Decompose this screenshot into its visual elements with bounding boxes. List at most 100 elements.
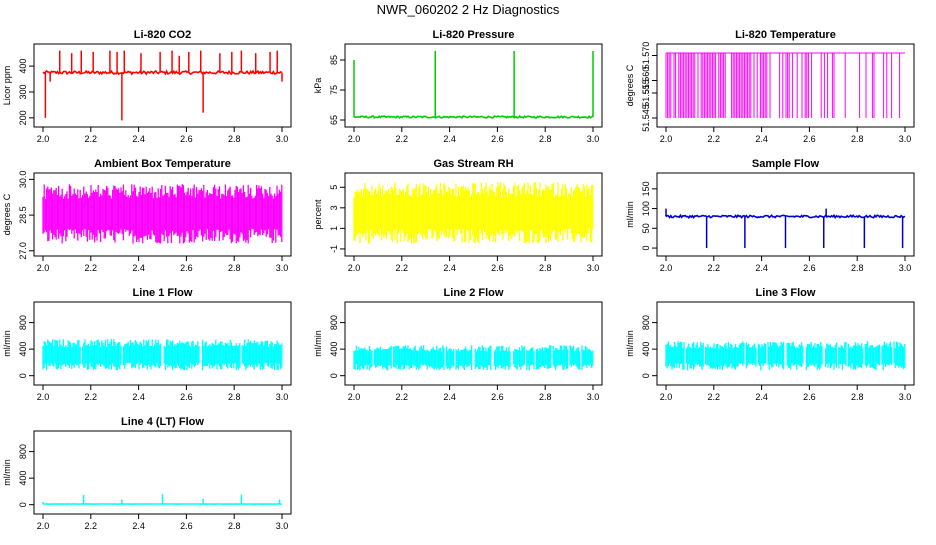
y-tick-label: 1	[329, 226, 339, 231]
data-series	[43, 494, 282, 504]
x-tick-label: 2.8	[539, 134, 552, 144]
y-tick-label: 85	[329, 55, 339, 65]
y-axis-label: ml/min	[2, 330, 12, 357]
y-tick-label: 51.570	[641, 42, 651, 70]
x-tick-label: 2.2	[708, 263, 721, 273]
x-tick-label: 3.0	[276, 263, 289, 273]
x-tick-label: 2.6	[803, 134, 816, 144]
x-tick-label: 2.4	[755, 134, 768, 144]
x-tick-label: 3.0	[587, 392, 600, 402]
y-tick-label: 100	[641, 201, 651, 216]
y-tick-label: 27.0	[18, 242, 28, 260]
data-series	[354, 345, 593, 370]
data-series	[354, 182, 593, 244]
y-axis-label: ml/min	[625, 330, 635, 357]
y-axis-label: ml/min	[313, 330, 323, 357]
x-tick-label: 2.6	[491, 263, 504, 273]
x-tick-label: 2.2	[85, 263, 98, 273]
x-tick-label: 2.8	[228, 392, 241, 402]
x-tick-label: 2.4	[132, 521, 145, 531]
panel-title: Line 4 (LT) Flow	[121, 416, 204, 428]
x-tick-label: 2.0	[37, 263, 50, 273]
panel-title: Line 2 Flow	[444, 287, 504, 299]
x-tick-label: 3.0	[276, 521, 289, 531]
x-tick-label: 2.2	[85, 392, 98, 402]
data-line	[354, 116, 593, 118]
x-tick-label: 2.6	[180, 263, 193, 273]
x-tick-label: 2.4	[132, 134, 145, 144]
y-tick-label: 0	[641, 373, 651, 378]
x-tick-label: 3.0	[276, 392, 289, 402]
y-tick-label: 0	[18, 373, 28, 378]
x-tick-label: 2.6	[803, 263, 816, 273]
y-tick-label: 51.545	[641, 104, 651, 132]
y-tick-label: 400	[18, 59, 28, 74]
y-tick-label: 51.560	[641, 67, 651, 95]
panel-title: Li-820 CO2	[134, 29, 191, 41]
x-tick-label: 2.2	[708, 392, 721, 402]
x-tick-label: 2.8	[228, 521, 241, 531]
y-tick-label: 0	[641, 246, 651, 251]
x-tick-label: 2.4	[132, 392, 145, 402]
x-tick-label: 2.8	[228, 263, 241, 273]
x-tick-label: 2.0	[37, 392, 50, 402]
x-tick-label: 2.6	[491, 134, 504, 144]
x-tick-label: 2.0	[37, 521, 50, 531]
x-tick-label: 3.0	[587, 134, 600, 144]
y-axis-label: Licor ppm	[2, 66, 12, 106]
x-tick-label: 2.0	[348, 263, 361, 273]
y-tick-label: 75	[329, 85, 339, 95]
panel-title: Li-820 Pressure	[433, 29, 515, 41]
y-tick-label: 30.0	[18, 171, 28, 189]
y-tick-label: 150	[641, 181, 651, 196]
y-tick-label: 300	[18, 84, 28, 99]
y-tick-label: 28.5	[18, 206, 28, 224]
x-tick-label: 2.2	[396, 263, 409, 273]
x-tick-label: 2.6	[180, 392, 193, 402]
panel-title: Line 1 Flow	[133, 287, 193, 299]
panel-title: Gas Stream RH	[433, 158, 513, 170]
x-tick-label: 3.0	[899, 134, 912, 144]
x-tick-label: 2.6	[180, 134, 193, 144]
x-tick-label: 2.4	[755, 263, 768, 273]
plot-frame	[345, 302, 602, 385]
data-series	[43, 184, 282, 243]
x-tick-label: 2.0	[37, 134, 50, 144]
x-tick-label: 2.2	[708, 134, 721, 144]
x-tick-label: 2.8	[228, 134, 241, 144]
x-tick-label: 2.4	[755, 392, 768, 402]
figure-title: NWR_060202 2 Hz Diagnostics	[377, 2, 560, 17]
y-axis-label: ml/min	[625, 201, 635, 228]
x-tick-label: 2.2	[396, 392, 409, 402]
y-tick-label: 400	[329, 342, 339, 357]
y-axis-label: kPa	[313, 78, 323, 94]
x-tick-label: 3.0	[899, 392, 912, 402]
plot-frame	[34, 44, 291, 127]
y-tick-label: -1	[329, 245, 339, 253]
x-tick-label: 2.0	[660, 134, 673, 144]
x-tick-label: 2.6	[803, 392, 816, 402]
data-series	[666, 209, 905, 248]
x-tick-label: 2.8	[851, 263, 864, 273]
y-tick-label: 0	[18, 502, 28, 507]
data-series	[43, 51, 282, 121]
x-tick-label: 2.6	[180, 521, 193, 531]
x-tick-label: 2.8	[539, 392, 552, 402]
x-tick-label: 2.2	[85, 134, 98, 144]
y-tick-label: 65	[329, 115, 339, 125]
y-tick-label: 0	[329, 373, 339, 378]
data-line	[43, 71, 282, 74]
x-tick-label: 2.0	[348, 134, 361, 144]
x-tick-label: 2.4	[443, 392, 456, 402]
x-tick-label: 2.0	[660, 263, 673, 273]
data-series	[43, 339, 282, 370]
